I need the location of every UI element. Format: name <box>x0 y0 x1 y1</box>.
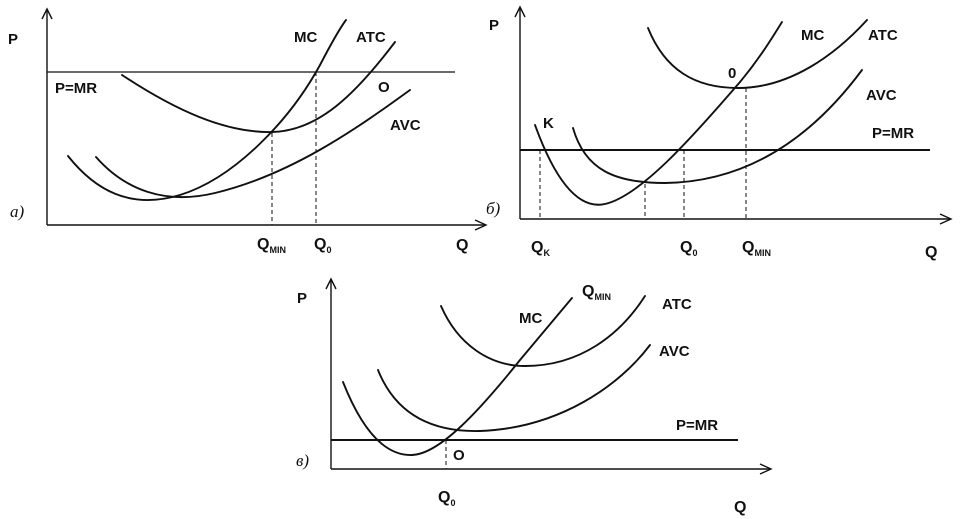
panel-b-price-label: P=MR <box>872 125 914 142</box>
panel-a: P Q MC ATC AVC P=MR O а) QMIN Q0 <box>8 7 488 255</box>
panel-a-avc-curve <box>95 89 411 199</box>
panel-b-point-o-label: 0 <box>728 65 736 82</box>
panel-c-avc-label: AVC <box>659 343 690 360</box>
panel-b: P Q MC ATC AVC P=MR 0 K б) QK Q0 QMIN <box>486 5 953 261</box>
panel-a-avc-label: AVC <box>390 117 421 134</box>
panel-a-price-label: P=MR <box>55 80 97 97</box>
panel-c-q0-label: Q0 <box>438 489 455 508</box>
panel-c-caption: в) <box>296 451 309 470</box>
panel-a-atc-label: ATC <box>356 29 386 46</box>
panel-c-avc-curve <box>377 344 651 432</box>
panel-c-atc-label: ATC <box>662 296 692 313</box>
panel-b-q0-label: Q0 <box>680 239 697 258</box>
panel-c-mc-curve <box>342 297 573 456</box>
panel-b-point-k-label: K <box>543 115 554 132</box>
panel-c-x-arrow <box>759 463 773 475</box>
panel-b-y-arrow <box>514 5 526 18</box>
panel-a-q0-label: Q0 <box>314 236 331 255</box>
panel-a-x-axis-label: Q <box>456 237 468 254</box>
panel-a-y-axis-label: P <box>8 31 18 48</box>
panel-c-price-label: P=MR <box>676 417 718 434</box>
panel-a-atc-curve <box>121 41 396 133</box>
panel-a-point-o-label: O <box>378 79 390 96</box>
panel-b-y-axis-label: P <box>489 17 499 34</box>
panel-b-mc-curve <box>534 21 783 206</box>
panel-c-mc-label: MC <box>519 310 542 327</box>
panel-b-avc-curve <box>572 69 863 184</box>
panel-b-avc-label: AVC <box>866 87 897 104</box>
panel-c-qmin-label: QMIN <box>582 283 611 302</box>
panel-b-caption: б) <box>486 199 501 218</box>
panel-c-y-axis-label: P <box>297 290 307 307</box>
panel-a-caption: а) <box>10 202 25 221</box>
panel-a-y-arrow <box>41 7 53 20</box>
panel-b-qk-label: QK <box>531 239 550 258</box>
panel-b-mc-label: MC <box>801 27 824 44</box>
panel-b-x-axis-label: Q <box>925 244 937 261</box>
panel-c-atc-curve <box>440 295 646 367</box>
panel-b-qmin-label: QMIN <box>742 239 771 258</box>
panel-c-y-arrow <box>325 277 337 290</box>
panel-b-x-arrow <box>939 213 953 225</box>
panel-a-mc-curve <box>67 19 347 201</box>
panel-a-qmin-label: QMIN <box>257 236 286 255</box>
panel-c-point-o-label: O <box>453 447 465 464</box>
panel-b-atc-label: ATC <box>868 27 898 44</box>
panel-c-x-axis-label: Q <box>734 499 746 516</box>
panel-b-atc-curve <box>647 19 868 89</box>
panel-c: P Q MC ATC AVC P=MR O в) QMIN Q0 <box>296 277 773 516</box>
panel-a-x-arrow <box>474 219 488 231</box>
panel-a-mc-label: MC <box>294 29 317 46</box>
